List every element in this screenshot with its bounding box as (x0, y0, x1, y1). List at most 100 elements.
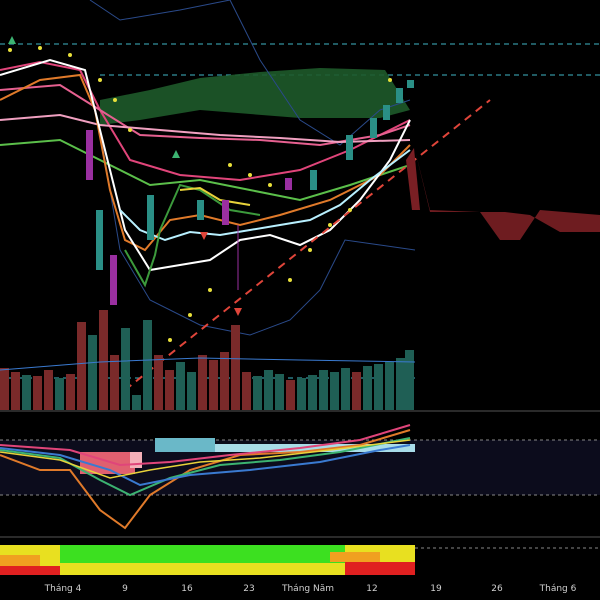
x-label: Tháng Năm (281, 584, 334, 594)
volume-bar (66, 374, 75, 410)
candle (310, 170, 317, 190)
volume-bar (121, 328, 130, 410)
band-line (99, 129, 416, 336)
heat-row (345, 562, 415, 575)
volume-bar (341, 368, 350, 410)
ma-line (0, 138, 411, 202)
candle (86, 130, 93, 180)
dot (113, 98, 117, 102)
dot (328, 223, 332, 227)
volume-bar (264, 370, 273, 410)
x-axis: Tháng 4 9 16 23 Tháng Năm 12 19 26 Tháng… (44, 584, 577, 594)
volume-bar (220, 352, 229, 410)
volume-bar (319, 370, 328, 410)
volume-bar (385, 362, 394, 410)
volume-bar (165, 370, 174, 410)
candle (370, 118, 377, 138)
band-line (89, 0, 231, 21)
volume-bar (374, 364, 383, 410)
volume-bar (77, 322, 86, 410)
dot (188, 313, 192, 317)
x-label: 9 (122, 584, 128, 594)
histogram-block (155, 438, 215, 452)
volume-bar (275, 374, 284, 410)
volume-bar (396, 358, 405, 410)
candle (147, 195, 154, 240)
signal-arrow (200, 232, 208, 240)
candle (96, 210, 103, 270)
candle (197, 200, 204, 220)
ma-line (0, 113, 411, 144)
volume-bars (0, 310, 416, 410)
volume-ma (0, 357, 416, 371)
volume-bar (405, 350, 414, 410)
x-label: 12 (366, 584, 377, 594)
candle (383, 105, 390, 120)
oscillator-panel (0, 424, 600, 530)
volume-bar (88, 335, 97, 410)
dot (228, 163, 232, 167)
volume-bar (33, 376, 42, 410)
volume-bar (231, 325, 240, 410)
candle (346, 135, 353, 160)
volume-bar (143, 320, 152, 410)
dot (388, 78, 392, 82)
ma-line (0, 60, 411, 182)
volume-bar (0, 368, 9, 410)
heat-row (60, 545, 345, 563)
volume-bar (11, 372, 20, 410)
volume-bar (352, 372, 361, 410)
candle (396, 88, 403, 103)
histogram-block (130, 452, 142, 468)
volume-bar (286, 380, 295, 410)
candle (407, 80, 414, 88)
heat-row (0, 566, 60, 575)
volume-bar (198, 355, 207, 410)
ichimoku-cloud (100, 68, 410, 125)
volume-bar (132, 395, 141, 410)
dot (38, 46, 42, 50)
dot (68, 53, 72, 57)
candle (285, 178, 292, 190)
x-label: Tháng 4 (44, 584, 82, 594)
dot (348, 208, 352, 212)
histogram-block (215, 444, 415, 452)
oscillator-line (0, 429, 411, 530)
volume-bar (253, 376, 262, 410)
signal-arrow (8, 36, 16, 44)
ma-line (119, 149, 411, 242)
volume-bar (44, 370, 53, 410)
cloud-edge (406, 148, 420, 210)
signal-arrow (234, 308, 242, 316)
heat-row (0, 555, 40, 566)
volume-bar (110, 355, 119, 410)
candle (222, 200, 229, 225)
volume-bar (55, 378, 64, 410)
dot (208, 288, 212, 292)
x-label: 26 (491, 584, 503, 594)
ma-line (179, 186, 251, 206)
volume-bar (154, 355, 163, 410)
oscillator-line (0, 444, 411, 487)
signal-arrow (172, 150, 180, 158)
dot (128, 128, 132, 132)
oscillator-line (0, 439, 411, 479)
x-label: 19 (430, 584, 442, 594)
dot (268, 183, 272, 187)
dot (288, 278, 292, 282)
volume-bar (176, 362, 185, 410)
dot (8, 48, 12, 52)
volume-bar (187, 372, 196, 410)
volume-bar (99, 310, 108, 410)
volume-bar (242, 372, 251, 410)
oscillator-line (0, 424, 411, 467)
dot (98, 78, 102, 82)
volume-bar (297, 378, 306, 410)
volume-bar (209, 360, 218, 410)
heat-row (330, 552, 380, 562)
x-label: Tháng 6 (539, 584, 577, 594)
heat-strip (0, 545, 600, 575)
future-cloud (415, 150, 600, 240)
